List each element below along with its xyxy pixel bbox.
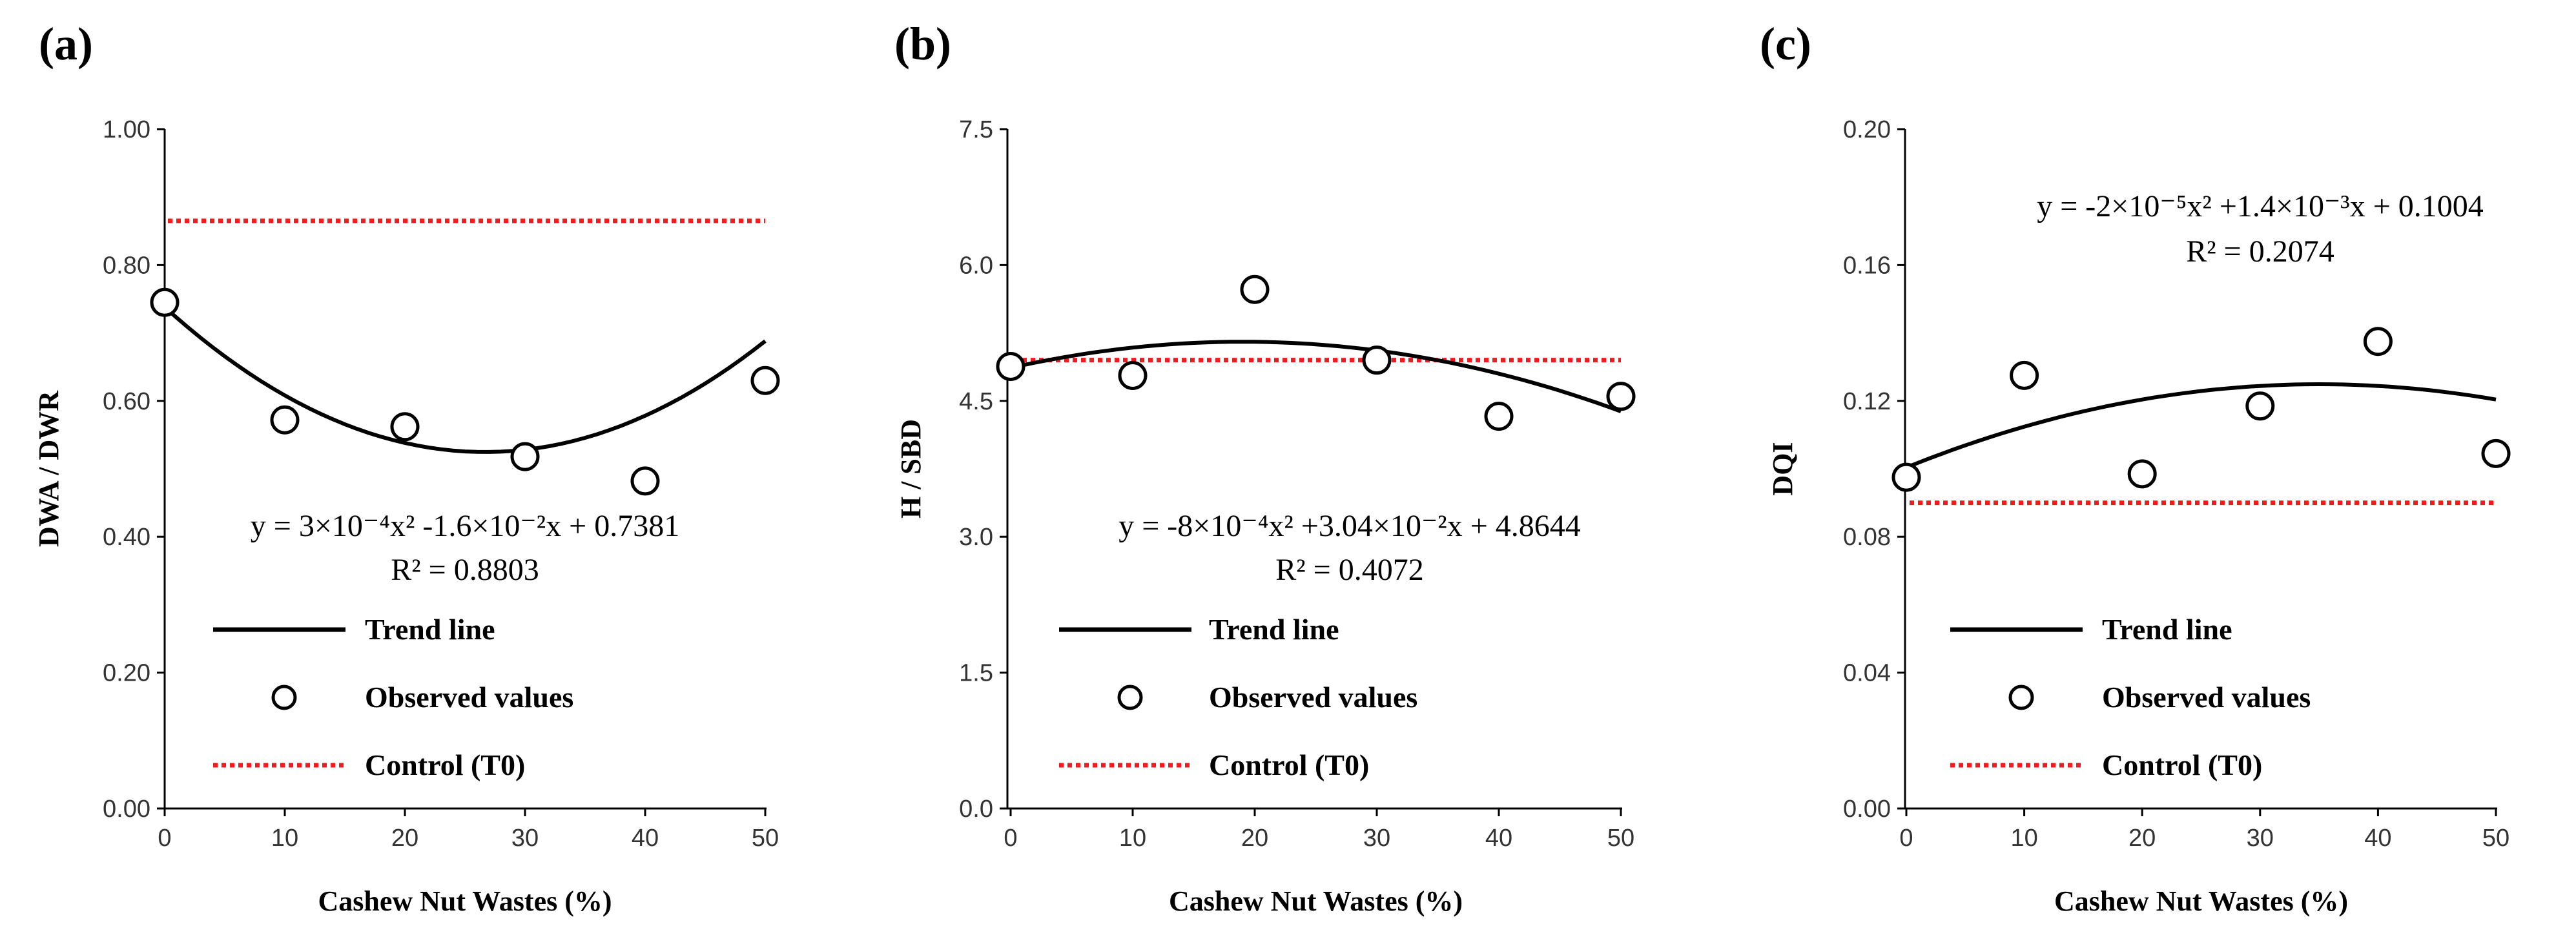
legend-control-label: Control (T0) (2102, 748, 2262, 781)
trend-equation: y = 3×10⁻⁴x² -1.6×10⁻²x + 0.7381 (251, 509, 679, 543)
x-tick-label: 0 (1899, 825, 1913, 852)
observed-point (150, 287, 180, 317)
legend: Trend line Observed values Control (T0) (213, 613, 573, 781)
y-tick-label: 0.04 (1843, 660, 1891, 687)
observed-point (2245, 391, 2275, 421)
x-tick-label: 40 (2364, 825, 2391, 852)
x-tick-label: 0 (158, 825, 171, 852)
x-tick-label: 10 (2010, 825, 2037, 852)
panel-label: (b) (894, 18, 951, 70)
observed-point (996, 351, 1025, 381)
x-tick-label: 30 (1363, 825, 1390, 852)
legend-observed-swatch (1117, 685, 1143, 710)
legend: Trend line Observed values Control (T0) (1950, 613, 2311, 781)
x-tick-label: 50 (1607, 825, 1634, 852)
panel-label: (a) (39, 18, 93, 70)
x-tick-label: 20 (1241, 825, 1268, 852)
panel-label: (c) (1760, 18, 1811, 70)
observed-point (1484, 402, 1514, 431)
y-tick-label: 0.20 (1843, 116, 1891, 143)
chart-panel-3: (c) 0.00 0.04 0.08 0.12 0.16 0.20 0 10 20 30 40 50 Ca… (1760, 18, 2511, 917)
y-tick-label: 0.12 (1843, 388, 1891, 415)
observed-point (1362, 345, 1392, 375)
observed-point (750, 366, 780, 395)
x-axis-title: Cashew Nut Wastes (%) (1169, 885, 1463, 917)
r-squared: R² = 0.8803 (391, 553, 539, 587)
y-tick-label: 6.0 (959, 252, 993, 279)
y-tick-label: 3.0 (959, 524, 993, 551)
y-tick-label: 0.16 (1843, 252, 1891, 279)
y-tick-label: 0.60 (103, 388, 150, 415)
r-squared: R² = 0.4072 (1275, 553, 1423, 587)
y-tick-label: 0.00 (103, 796, 150, 823)
observed-point (1891, 462, 1921, 492)
x-tick-label: 20 (2128, 825, 2156, 852)
observed-point (630, 466, 660, 496)
legend-observed-swatch (271, 685, 297, 710)
x-tick-label: 40 (1485, 825, 1512, 852)
chart-panel-2: (b) 0.0 1.5 3.0 4.5 6.0 7.5 0 10 20 30 40 50 Cashew N… (894, 18, 1636, 917)
y-tick-label: 1.5 (959, 660, 993, 687)
legend-control-label: Control (T0) (365, 748, 525, 781)
observed-point (2127, 459, 2157, 489)
legend-control-label: Control (T0) (1209, 748, 1369, 781)
y-axis-title: DWA / DWR (33, 390, 65, 547)
observed-point (2481, 438, 2511, 468)
legend-observed-label: Observed values (1209, 681, 1417, 714)
observed-point (1118, 361, 1148, 391)
legend-observed-label: Observed values (365, 681, 573, 714)
x-tick-label: 10 (1119, 825, 1146, 852)
observed-point (2363, 327, 2393, 356)
trend-line (163, 305, 767, 454)
y-axis-title: DQI (1767, 442, 1798, 495)
legend: Trend line Observed values Control (T0) (1059, 613, 1417, 781)
y-tick-label: 0.08 (1843, 524, 1891, 551)
y-axis-title: H / SBD (895, 419, 927, 519)
x-tick-label: 20 (391, 825, 418, 852)
legend-trend-label: Trend line (1209, 613, 1339, 646)
legend-trend-label: Trend line (2102, 613, 2232, 646)
legend-observed-label: Observed values (2102, 681, 2311, 714)
y-tick-label: 0.0 (959, 796, 993, 823)
x-tick-label: 50 (2482, 825, 2509, 852)
y-tick-label: 0.80 (103, 252, 150, 279)
x-tick-label: 30 (2247, 825, 2274, 852)
y-tick-label: 0.20 (103, 660, 150, 687)
x-tick-label: 50 (752, 825, 779, 852)
chart-panel-1: (a) 0.00 0.20 0.40 0.60 0.80 1.00 0 10 20 30 40 50 Ca… (33, 18, 780, 917)
x-tick-label: 0 (1004, 825, 1017, 852)
y-tick-label: 7.5 (959, 116, 993, 143)
y-tick-label: 4.5 (959, 388, 993, 415)
y-tick-label: 0.40 (103, 524, 150, 551)
x-axis-title: Cashew Nut Wastes (%) (2054, 885, 2348, 917)
observed-point (1606, 382, 1636, 411)
observed-point (1240, 274, 1270, 304)
r-squared: R² = 0.2074 (2186, 234, 2334, 269)
x-tick-label: 30 (511, 825, 539, 852)
y-tick-label: 0.00 (1843, 796, 1891, 823)
trend-line (1010, 340, 1622, 413)
x-tick-label: 40 (632, 825, 659, 852)
observed-point (2010, 360, 2039, 390)
observed-point (390, 412, 420, 442)
trend-equation: y = -2×10⁻⁵x² +1.4×10⁻³x + 0.1004 (2037, 189, 2484, 223)
trend-equation: y = -8×10⁻⁴x² +3.04×10⁻²x + 4.8644 (1118, 509, 1581, 543)
legend-observed-swatch (2008, 685, 2034, 710)
x-axis-title: Cashew Nut Wastes (%) (318, 885, 612, 917)
trend-line (1905, 382, 2497, 469)
y-tick-label: 1.00 (103, 116, 150, 143)
legend-trend-label: Trend line (365, 613, 495, 646)
x-tick-label: 10 (271, 825, 298, 852)
observed-point (270, 405, 300, 435)
observed-point (510, 442, 540, 471)
